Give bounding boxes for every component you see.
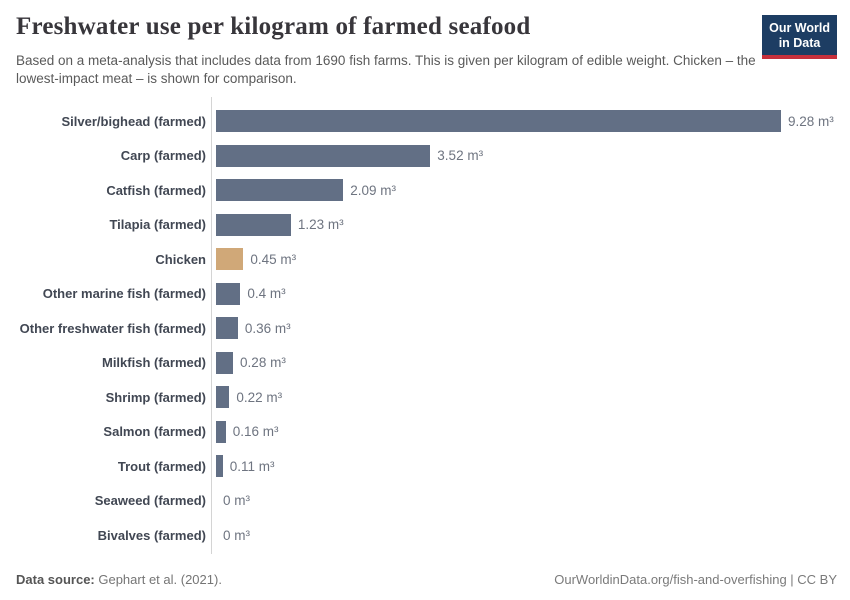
chart-title: Freshwater use per kilogram of farmed se…	[16, 13, 531, 40]
bar-value-label: 0.11 m³	[229, 458, 275, 474]
bar-value-label: 3.52 m³	[437, 148, 484, 164]
bar[interactable]	[216, 386, 230, 409]
bar-value-label: 0.4 m³	[247, 286, 286, 302]
bar[interactable]	[216, 282, 241, 305]
chart-row: Tilapia (farmed) 1.23 m³	[16, 208, 837, 243]
owid-logo-line2: in Data	[778, 35, 821, 50]
bar-category-label: Trout (farmed)	[117, 458, 206, 474]
bar-category-label: Chicken	[155, 251, 206, 267]
bar-value-label: 0.45 m³	[250, 251, 297, 267]
bar-category-label: Silver/bighead (farmed)	[61, 113, 206, 129]
bar-value-label: 0.22 m³	[236, 389, 283, 405]
bar-category-label: Seaweed (farmed)	[94, 493, 206, 509]
chart-row: Shrimp (farmed) 0.22 m³	[16, 380, 837, 415]
bar-value-label: 0 m³	[223, 493, 250, 509]
chart-row: Bivalves (farmed) 0 m³	[16, 518, 837, 553]
chart-row: Milkfish (farmed) 0.28 m³	[16, 346, 837, 381]
bar-category-label: Carp (farmed)	[120, 148, 206, 164]
bar-chart: Silver/bighead (farmed) 9.28 m³ Carp (farm…	[16, 97, 837, 554]
bar-category-label: Salmon (farmed)	[103, 424, 206, 440]
bar[interactable]	[216, 420, 226, 443]
bar-category-label: Shrimp (farmed)	[105, 389, 206, 405]
owid-logo-line1: Our World	[769, 21, 830, 35]
bar[interactable]	[216, 110, 781, 133]
chart-row: Other freshwater fish (farmed) 0.36 m³	[16, 311, 837, 346]
bar-category-label: Catfish (farmed)	[106, 182, 206, 198]
bar[interactable]	[216, 144, 431, 167]
data-source: Data source: Gephart et al. (2021).	[16, 572, 222, 587]
bar-category-label: Other marine fish (farmed)	[42, 286, 206, 302]
chart-subtitle: Based on a meta-analysis that includes d…	[16, 52, 756, 86]
y-axis-line	[210, 97, 212, 554]
chart-row: Seaweed (farmed) 0 m³	[16, 484, 837, 519]
header: Freshwater use per kilogram of farmed se…	[16, 13, 837, 88]
chart-row: Carp (farmed) 3.52 m³	[16, 139, 837, 174]
bar[interactable]	[216, 213, 291, 236]
bar-category-label: Other freshwater fish (farmed)	[19, 320, 206, 336]
bar-value-label: 0.36 m³	[244, 320, 291, 336]
bar-value-label: 0 m³	[223, 527, 250, 543]
chart-row: Salmon (farmed) 0.16 m³	[16, 415, 837, 450]
data-source-label: Data source:	[16, 572, 95, 587]
chart-row: Silver/bighead (farmed) 9.28 m³	[16, 104, 837, 139]
bar[interactable]	[216, 317, 238, 340]
bar-category-label: Tilapia (farmed)	[109, 217, 206, 233]
chart-row: Other marine fish (farmed) 0.4 m³	[16, 277, 837, 312]
bar-value-label: 0.16 m³	[232, 424, 279, 440]
bar-category-label: Milkfish (farmed)	[101, 355, 206, 371]
footer-url[interactable]: OurWorldinData.org/fish-and-overfishing …	[554, 572, 837, 587]
owid-logo[interactable]: Our World in Data	[762, 15, 837, 59]
chart-row: Trout (farmed) 0.11 m³	[16, 449, 837, 484]
bar[interactable]	[216, 179, 344, 202]
bar[interactable]	[216, 351, 234, 374]
bar-value-label: 1.23 m³	[297, 217, 344, 233]
chart-row: Chicken 0.45 m³	[16, 242, 837, 277]
bar-category-label: Bivalves (farmed)	[97, 527, 206, 543]
chart-rows: Silver/bighead (farmed) 9.28 m³ Carp (farm…	[16, 104, 837, 553]
bar-value-label: 2.09 m³	[350, 182, 397, 198]
footer: Data source: Gephart et al. (2021). OurW…	[16, 572, 837, 587]
bar-value-label: 0.28 m³	[240, 355, 286, 371]
bar[interactable]	[216, 455, 223, 478]
chart-row: Catfish (farmed) 2.09 m³	[16, 173, 837, 208]
bar[interactable]	[216, 248, 244, 271]
title-block: Freshwater use per kilogram of farmed se…	[16, 13, 762, 88]
bar-value-label: 9.28 m³	[788, 113, 834, 129]
data-source-value: Gephart et al. (2021).	[94, 572, 222, 587]
